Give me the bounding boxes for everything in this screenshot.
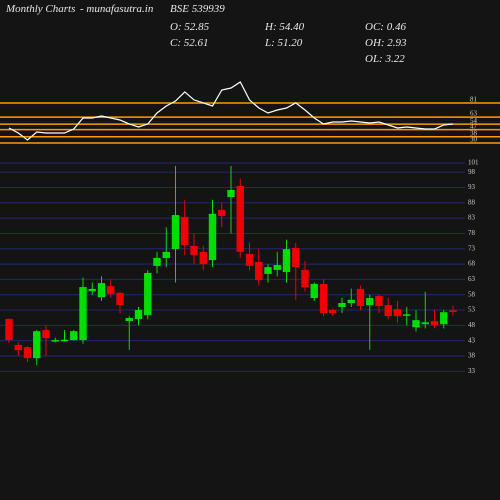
candle-body <box>236 185 244 252</box>
y-tick-label: 73 <box>468 244 476 252</box>
indicator-tick-label: 38 <box>470 129 478 137</box>
candle-body <box>162 251 170 258</box>
candle-body <box>430 321 439 326</box>
candle-body <box>412 320 420 328</box>
candle-body <box>79 287 87 341</box>
candle-body <box>5 318 13 341</box>
y-tick-label: 83 <box>468 214 476 222</box>
stat: L: 51.20 <box>264 37 303 49</box>
candle-body <box>153 257 161 266</box>
candle-body <box>88 288 96 292</box>
indicator-tick-label: 81 <box>470 96 478 104</box>
y-tick-label: 63 <box>468 275 476 283</box>
y-tick-label: 98 <box>468 168 476 176</box>
candle-body <box>134 310 143 319</box>
candle-body <box>171 215 180 250</box>
y-tick-label: 68 <box>468 260 476 268</box>
candle-body <box>319 283 328 314</box>
y-tick-label: 93 <box>468 183 476 191</box>
candle-body <box>264 267 272 274</box>
candle-body <box>403 314 411 316</box>
indicator-tick-label: 47 <box>470 122 478 130</box>
candle-body <box>51 340 59 342</box>
candle-body <box>60 339 69 342</box>
candle-body <box>421 322 429 325</box>
candle-body <box>218 209 226 216</box>
candle-body <box>97 283 106 298</box>
candle-body <box>190 246 198 255</box>
stat: OC: 0.46 <box>365 21 406 33</box>
candle-body <box>116 292 124 306</box>
candle-body <box>273 265 281 270</box>
y-tick-label: 78 <box>468 229 476 237</box>
y-tick-label: 88 <box>468 198 476 206</box>
candle-body <box>107 286 115 295</box>
candle-body <box>338 302 346 307</box>
candle-body <box>144 272 152 315</box>
symbol: BSE 539939 <box>170 3 225 15</box>
candle-body <box>440 312 448 325</box>
candle-body <box>245 253 254 266</box>
candle-body <box>181 216 189 246</box>
candle-body <box>227 189 235 197</box>
y-tick-label: 38 <box>468 352 476 360</box>
y-tick-label: 43 <box>468 336 476 344</box>
stat: OL: 3.22 <box>365 53 405 65</box>
candle-body <box>33 331 41 359</box>
site: - munafasutra.in <box>80 3 154 15</box>
candle-body <box>14 344 22 351</box>
stat: H: 54.40 <box>264 21 305 33</box>
candle-body <box>393 309 402 317</box>
candle-body <box>310 283 318 299</box>
chart-title: Monthly Charts <box>5 3 75 15</box>
stat: OH: 2.93 <box>365 37 407 49</box>
candle-body <box>347 299 355 303</box>
candle-body <box>375 295 383 307</box>
indicator-line <box>8 81 454 141</box>
candle-body <box>255 261 263 281</box>
indicator-tick-label: 30 <box>470 136 478 144</box>
candle-body <box>70 331 78 341</box>
stat: C: 52.61 <box>170 37 209 49</box>
candle-body <box>384 305 392 317</box>
stat: O: 52.85 <box>170 21 210 33</box>
candle-body <box>42 329 50 339</box>
y-tick-label: 48 <box>468 321 476 329</box>
candle-body <box>23 347 32 359</box>
candle-body <box>301 269 309 288</box>
candle-body <box>292 247 300 268</box>
candle-body <box>366 298 374 306</box>
candle-body <box>199 251 207 265</box>
candle-body <box>125 318 133 322</box>
candle-body <box>449 310 457 313</box>
y-tick-label: 53 <box>468 306 476 314</box>
candle-body <box>329 310 337 314</box>
y-tick-label: 101 <box>468 159 479 167</box>
y-tick-label: 33 <box>468 367 476 375</box>
y-tick-label: 58 <box>468 290 476 298</box>
indicator-tick-label: 63 <box>470 110 478 118</box>
indicator-tick-label: 54 <box>470 117 478 125</box>
candle-body <box>282 249 291 273</box>
candle-body <box>208 213 217 261</box>
candle-body <box>356 288 365 307</box>
